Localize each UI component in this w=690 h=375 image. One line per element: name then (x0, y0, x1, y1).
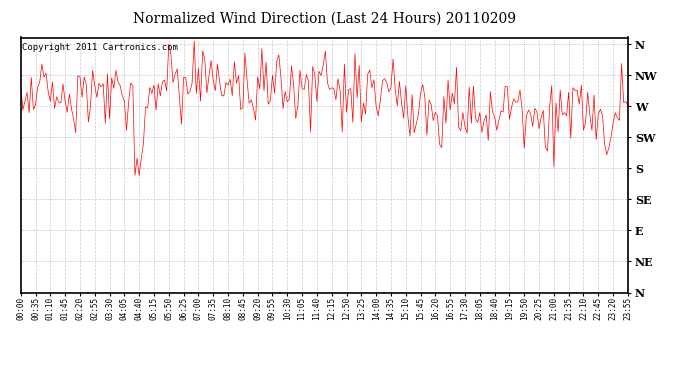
Text: Normalized Wind Direction (Last 24 Hours) 20110209: Normalized Wind Direction (Last 24 Hours… (132, 11, 516, 25)
Text: Copyright 2011 Cartronics.com: Copyright 2011 Cartronics.com (22, 43, 178, 52)
